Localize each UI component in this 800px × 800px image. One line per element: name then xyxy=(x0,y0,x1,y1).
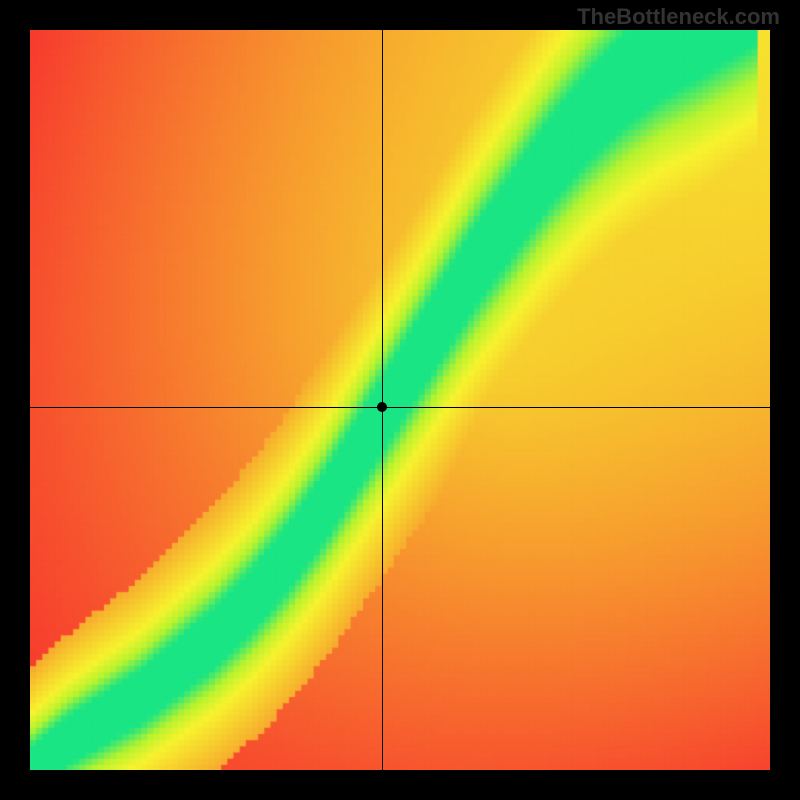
plot-area xyxy=(30,30,770,770)
heatmap-canvas xyxy=(30,30,770,770)
crosshair-horizontal xyxy=(30,407,770,408)
data-point-marker xyxy=(377,402,387,412)
crosshair-vertical xyxy=(382,30,383,770)
watermark-text: TheBottleneck.com xyxy=(577,4,780,30)
